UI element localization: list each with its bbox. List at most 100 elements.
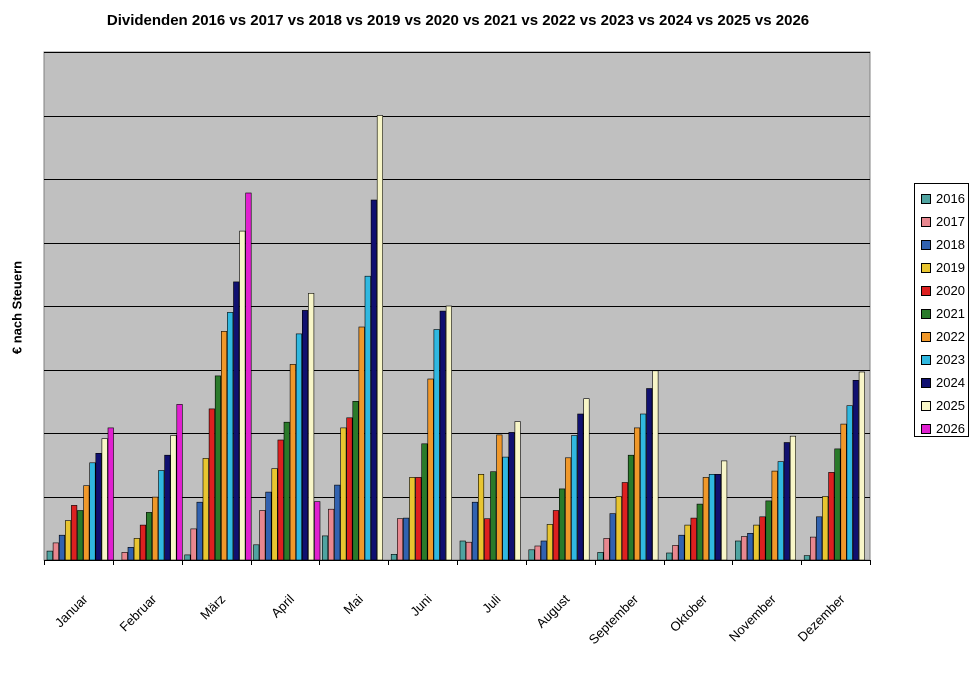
- bar-2024-Dezember: [852, 379, 859, 561]
- bar-2020-Oktober: [690, 517, 697, 561]
- legend-label: 2021: [936, 306, 965, 321]
- bar-2021-Juni: [421, 443, 428, 561]
- x-tick-label: März: [197, 592, 228, 623]
- bar-2020-Juni: [415, 477, 422, 561]
- legend-label: 2019: [936, 260, 965, 275]
- x-tick-label: Januar: [52, 591, 91, 630]
- bar-2026-Januar: [107, 427, 114, 561]
- bar-2023-Oktober: [708, 473, 716, 561]
- bar-2024-Mai: [370, 199, 377, 561]
- bar-2019-September: [615, 496, 622, 561]
- bar-2019-Mai: [340, 427, 347, 561]
- bar-2018-April: [265, 491, 272, 561]
- bar-2017-Oktober: [672, 545, 679, 561]
- x-tick-label: November: [726, 591, 779, 644]
- bar-2025-Mai: [376, 115, 384, 561]
- bar-2020-Dezember: [828, 472, 835, 561]
- bar-2023-Februar: [158, 470, 165, 561]
- x-tick-label: April: [268, 591, 297, 620]
- legend-swatch: [921, 423, 931, 434]
- legend-item: 2025: [921, 394, 968, 417]
- legend-label: 2022: [936, 329, 965, 344]
- bar-2019-Oktober: [684, 524, 691, 561]
- bar-2019-August: [546, 524, 553, 561]
- legend-swatch: [921, 331, 931, 342]
- bar-2017-April: [259, 510, 266, 561]
- legend-label: 2023: [936, 352, 965, 367]
- bar-2025-April: [308, 292, 315, 561]
- legend-swatch: [921, 239, 931, 250]
- bar-2021-Januar: [77, 510, 84, 561]
- bar-2025-August: [583, 398, 590, 561]
- bar-2022-März: [221, 331, 228, 561]
- bar-2021-Juli: [490, 471, 497, 561]
- legend-label: 2018: [936, 237, 965, 252]
- legend-label: 2016: [936, 191, 965, 206]
- bar-2017-Januar: [52, 542, 59, 561]
- legend-swatch: [921, 400, 931, 411]
- bar-2019-Dezember: [822, 496, 829, 561]
- x-tick-label: Oktober: [667, 591, 711, 635]
- bar-2023-Mai: [364, 275, 371, 561]
- legend-item: 2017: [921, 210, 968, 233]
- bar-2021-März: [214, 375, 221, 561]
- bar-2022-Juli: [496, 434, 503, 561]
- bar-2017-Mai: [328, 508, 335, 561]
- legend-label: 2017: [936, 214, 965, 229]
- x-tick-label: August: [533, 591, 572, 630]
- bar-2022-September: [633, 427, 641, 561]
- bar-2020-April: [277, 439, 284, 561]
- bar-2018-Januar: [58, 534, 66, 561]
- bar-2020-Juli: [484, 518, 491, 561]
- bar-2016-Mai: [321, 535, 329, 561]
- bar-2025-Juli: [514, 421, 521, 561]
- bar-2022-Juni: [427, 378, 434, 561]
- bar-2023-Juni: [433, 329, 440, 561]
- bar-2024-März: [233, 281, 240, 561]
- bar-2018-Oktober: [678, 534, 685, 561]
- bar-2025-Dezember: [858, 371, 865, 561]
- legend-item: 2021: [921, 302, 968, 325]
- bar-2022-Mai: [358, 326, 365, 561]
- bar-2025-Februar: [170, 435, 177, 561]
- bar-2017-Juli: [465, 541, 472, 561]
- legend-item: 2020: [921, 279, 968, 302]
- bar-2023-November: [777, 461, 784, 561]
- legend-item: 2022: [921, 325, 968, 348]
- legend-item: 2023: [921, 348, 968, 371]
- bar-2025-Juni: [445, 305, 452, 561]
- bar-2026-Februar: [176, 404, 183, 561]
- bar-2023-August: [571, 435, 578, 561]
- bar-2016-November: [734, 540, 742, 561]
- x-tick-label: Juni: [407, 591, 435, 619]
- bar-2022-Oktober: [702, 477, 709, 561]
- legend-item: 2018: [921, 233, 968, 256]
- legend-label: 2025: [936, 398, 965, 413]
- bar-2026-April: [314, 501, 321, 561]
- bar-2024-August: [577, 413, 584, 561]
- bar-2022-April: [289, 364, 296, 561]
- bar-2018-März: [196, 501, 203, 561]
- bar-2016-Oktober: [666, 552, 673, 561]
- bar-2026-März: [245, 192, 252, 561]
- bar-2021-Februar: [146, 512, 153, 561]
- bar-2017-August: [534, 545, 541, 561]
- legend-swatch: [921, 285, 931, 296]
- bar-2022-November: [771, 470, 778, 561]
- bar-2025-Januar: [101, 438, 108, 561]
- bar-2022-Dezember: [840, 423, 847, 561]
- bar-2019-Juli: [477, 473, 485, 561]
- bar-2019-März: [202, 458, 209, 561]
- bar-2022-Februar: [152, 496, 159, 561]
- bar-2020-März: [208, 408, 215, 561]
- legend-item: 2019: [921, 256, 968, 279]
- legend-item: 2024: [921, 371, 968, 394]
- bar-2017-November: [741, 536, 748, 561]
- bar-2020-August: [552, 510, 560, 561]
- bar-2018-Juni: [403, 517, 410, 561]
- bar-2021-Dezember: [834, 448, 841, 561]
- chart-title: Dividenden 2016 vs 2017 vs 2018 vs 2019 …: [106, 12, 810, 29]
- bar-2016-Juni: [390, 553, 398, 561]
- bar-2021-Oktober: [696, 503, 703, 561]
- bar-2021-April: [283, 421, 290, 561]
